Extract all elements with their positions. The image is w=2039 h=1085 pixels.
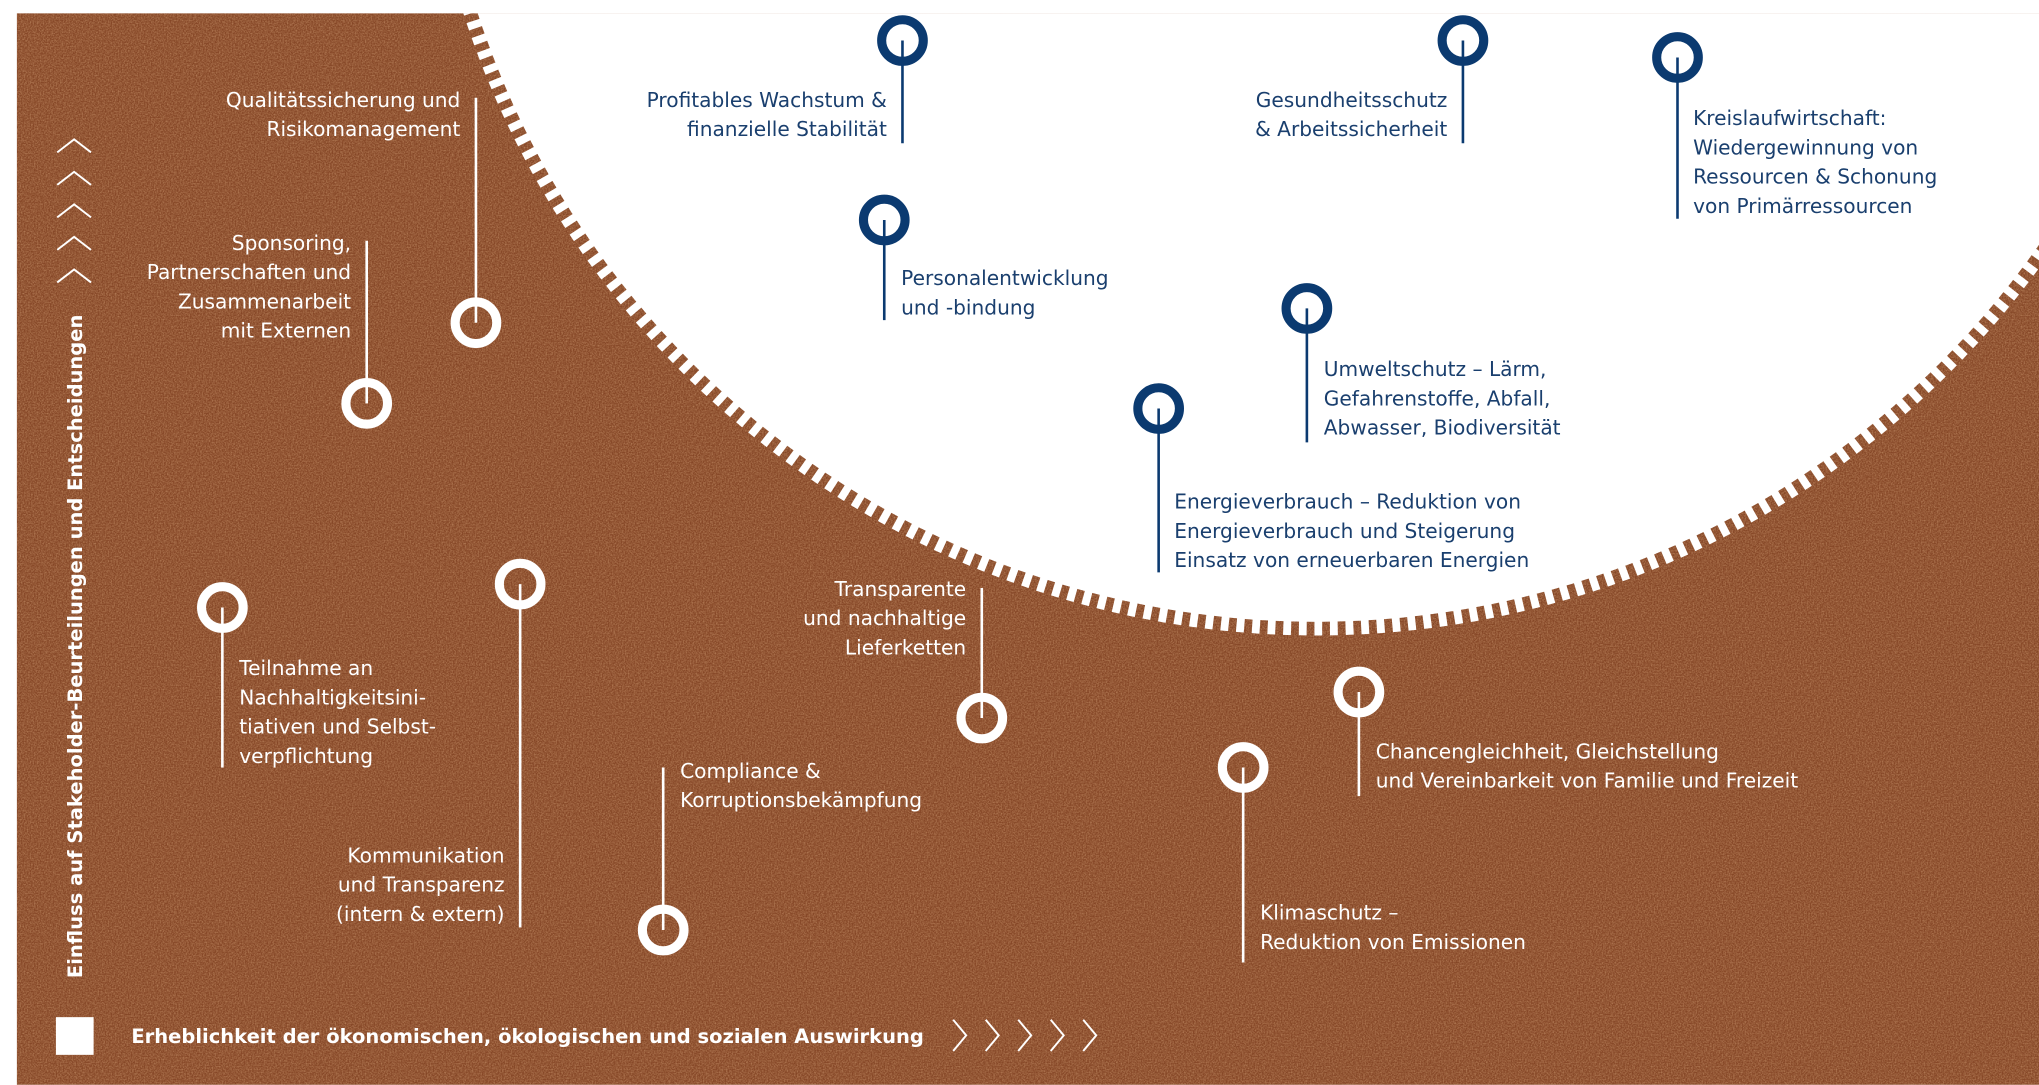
pin [1217, 742, 1269, 793]
up-chevrons [56, 138, 92, 284]
node: Qualitätssicherung und Risikomanagement [226, 88, 502, 349]
node-label: Umweltschutz – Lärm, [1324, 357, 1547, 381]
node: Profitables Wachstum & finanzielle Stabil… [647, 15, 928, 144]
node-label: Reduktion von Emissionen [1260, 930, 1526, 954]
node-label: Nachhaltigkeitsini- [239, 685, 426, 709]
pin [637, 904, 689, 956]
gear-edge [463, 13, 2039, 636]
node: Umweltschutz – Lärm, Gefahrenstoffe, Abfa… [1281, 283, 1561, 443]
node-label: Zusammenarbeit [178, 289, 351, 313]
node: Teilnahme an Nachhaltigkeitsini-tiativen … [197, 582, 436, 768]
node: Klimaschutz – Reduktion von Emissionen [1217, 742, 1526, 963]
node-label: Lieferketten [845, 635, 966, 659]
y-axis-label: Einfluss auf Stakeholder-Beurteilungen u… [64, 315, 87, 979]
pin [197, 582, 248, 633]
node-label: Sponsoring, [232, 231, 351, 255]
white-zone [477, 13, 2039, 622]
node: Kreislaufwirtschaft: Wiedergewinnung von R… [1652, 32, 1937, 219]
node: Gesundheitsschutz & Arbeitssicherheit [1255, 15, 1489, 144]
pin [1333, 666, 1385, 718]
node-label: und Transparenz [338, 873, 505, 897]
node-label: Compliance & [680, 759, 821, 783]
node-label: Profitables Wachstum & [647, 88, 888, 112]
node-label: von Primärressourcen [1693, 194, 1912, 218]
node-label: und -bindung [901, 295, 1035, 319]
node-label: Ressourcen & Schonung [1693, 165, 1937, 189]
pin [1133, 383, 1184, 434]
node-label: Partnerschaften und [147, 260, 351, 284]
node-label: Wiedergewinnung von [1693, 135, 1918, 159]
node-label: Korruptionsbekämpfung [680, 788, 922, 812]
node-label: Kreislaufwirtschaft: [1693, 106, 1886, 130]
pin [341, 378, 393, 429]
node-label: Klimaschutz – [1260, 901, 1398, 925]
node-label: Risikomanagement [266, 117, 460, 141]
node: Chancengleichheit, Gleichstellung und Ver… [1333, 666, 1798, 797]
node: Kommunikation und Transparenz (intern & ex… [336, 558, 546, 928]
node-label: Gefahrenstoffe, Abfall, [1324, 386, 1551, 410]
pin [1281, 283, 1333, 334]
node-label: mit Externen [221, 319, 351, 343]
pin [1437, 15, 1489, 66]
pin [1652, 32, 1703, 83]
node-label: und Vereinbarkeit von Familie und Freize… [1376, 769, 1798, 793]
node: Transparente und nachhaltige Lieferketten [803, 577, 1008, 744]
pin [450, 297, 502, 349]
pin [956, 692, 1008, 744]
node-label: Einsatz von erneuerbaren Energien [1174, 548, 1529, 572]
legend-square [55, 1017, 94, 1055]
node-label: Transparente [834, 577, 967, 601]
pin [858, 194, 910, 246]
top-border [0, 0, 2039, 14]
pin [494, 558, 546, 610]
node-label: & Arbeitssicherheit [1255, 117, 1447, 141]
node-label: Energieverbrauch und Steigerung [1174, 519, 1515, 543]
x-axis-label: Erheblichkeit der ökonomischen, ökologis… [131, 1025, 924, 1048]
node-label: finanzielle Stabilität [687, 117, 887, 141]
node-label: Abwasser, Biodiversität [1324, 416, 1561, 440]
node-label: Chancengleichheit, Gleichstellung [1376, 739, 1719, 763]
node: Energieverbrauch – Reduktion von Energiev… [1133, 383, 1529, 573]
node-label: Kommunikation [347, 843, 504, 867]
node-label: Personalentwicklung [901, 266, 1108, 290]
pin [877, 15, 928, 66]
node: Sponsoring, Partnerschaften und Zusammenar… [147, 231, 393, 429]
node-label: Teilnahme an [238, 656, 373, 680]
node-label: Energieverbrauch – Reduktion von [1174, 490, 1521, 514]
node-label: und nachhaltige [803, 606, 966, 630]
node-label: (intern & extern) [336, 902, 505, 926]
node-label: Qualitätssicherung und [226, 88, 460, 112]
right-chevrons [952, 1019, 1098, 1052]
node: Compliance & Korruptionsbekämpfung [637, 759, 922, 956]
node-label: verpflichtung [239, 744, 373, 768]
node-label: tiativen und Selbst- [239, 715, 436, 739]
node-label: Gesundheitsschutz [1256, 88, 1448, 112]
node: Personalentwicklung und -bindung [858, 194, 1109, 321]
